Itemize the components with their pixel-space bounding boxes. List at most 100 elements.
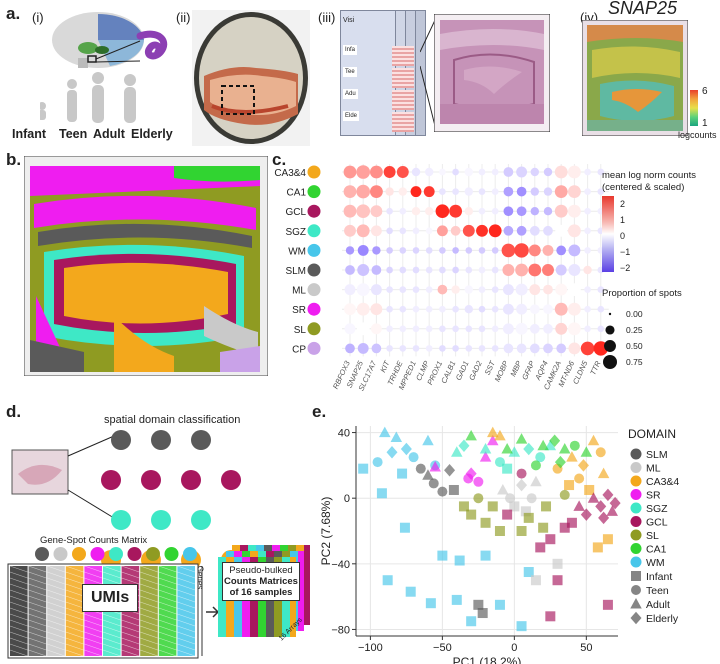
dot [452,305,459,313]
row-domain-dot [307,302,321,316]
data-point [552,575,563,586]
data-point [602,488,614,502]
dot [412,305,420,313]
row-label: ML [292,286,306,297]
dot [439,325,446,333]
matrix-hatch [177,637,196,645]
dot [529,225,540,236]
dot [476,224,488,237]
matrix-hatch [47,565,65,573]
dot [412,227,420,235]
row-label: SLM [285,266,306,277]
matrix-hatch [84,631,103,639]
matrix-hatch [140,625,158,633]
size-legend-dot [602,354,618,370]
dot [491,286,499,293]
color-tick: −1 [620,247,630,257]
matrix-hatch [158,571,177,579]
matrix-hatch [47,589,65,597]
color-tick: 0 [620,231,625,241]
matrix-hatch [177,589,196,597]
matrix-hatch [47,631,65,639]
matrix-hatch [47,577,65,585]
dot [597,188,605,195]
data-point [415,463,426,474]
data-point [502,509,513,520]
matrix-hatch [140,589,158,597]
matrix-domain-dot [72,547,86,561]
matrix-hatch [47,643,65,651]
data-point [606,505,618,516]
dot [543,284,553,295]
color-legend-subtitle: (centered & scaled) [602,182,684,193]
x-axis-label: PC1 (18.2%) [453,655,522,664]
dot [543,323,553,334]
matrix-domain-dot [109,547,123,561]
panel-d-label: d. [6,402,22,421]
data-point [448,484,459,495]
matrix-hatch [65,565,84,573]
domain-legend-dot [630,529,642,541]
dot [465,345,473,352]
dot [412,266,420,274]
dot [503,225,514,236]
x-tick-label: 50 [580,642,592,654]
dot [399,345,407,352]
color-tick: 2 [620,199,625,209]
matrix-hatch [140,595,158,603]
dot [530,167,539,177]
matrix-hatch [47,649,65,657]
classification-title: spatial domain classification [104,414,241,426]
data-point [552,558,563,569]
color-legend-bar [602,196,614,272]
data-point [487,434,499,446]
dot [344,284,356,296]
data-point [463,473,474,484]
dissection-box [221,85,255,115]
matrix-domain-dot [164,547,179,561]
dot [542,244,554,256]
dot [399,305,407,313]
matrix-hatch [158,595,177,603]
data-point [509,501,520,512]
data-point [597,467,610,479]
matrix-hatch [121,619,140,627]
data-point [559,522,570,533]
dot [356,322,370,336]
data-point [399,522,410,533]
row-domain-dot [307,204,321,218]
data-point [569,440,580,451]
dot [555,224,568,237]
size-legend-dot [604,340,616,352]
data-point [516,526,527,536]
panel-a-label: a. [6,4,21,23]
dot [503,343,514,354]
dot [543,187,553,196]
dot [344,303,356,316]
dot [386,286,393,293]
dot [491,188,499,195]
matrix-hatch [140,601,158,609]
matrix-label: Gene-Spot Counts Matrix [40,535,148,546]
dot [568,264,581,276]
dot [371,343,382,354]
data-point [466,616,477,627]
dot [515,263,528,277]
dot [386,207,393,215]
matrix-hatch [102,577,121,585]
color-tick: −2 [620,263,630,273]
dot [345,246,355,255]
domain-legend-dot [630,502,642,514]
dot [503,206,514,217]
domain-legend-label: GCL [646,517,668,529]
dot [425,286,433,293]
dot [356,184,371,199]
dot [356,283,370,296]
matrix-hatch [158,619,177,627]
data-point [549,434,561,448]
matrix-hatch [84,649,103,657]
matrix-hatch [28,637,47,645]
data-point [526,493,537,504]
row-label: WM [288,246,306,257]
dot [491,266,499,274]
